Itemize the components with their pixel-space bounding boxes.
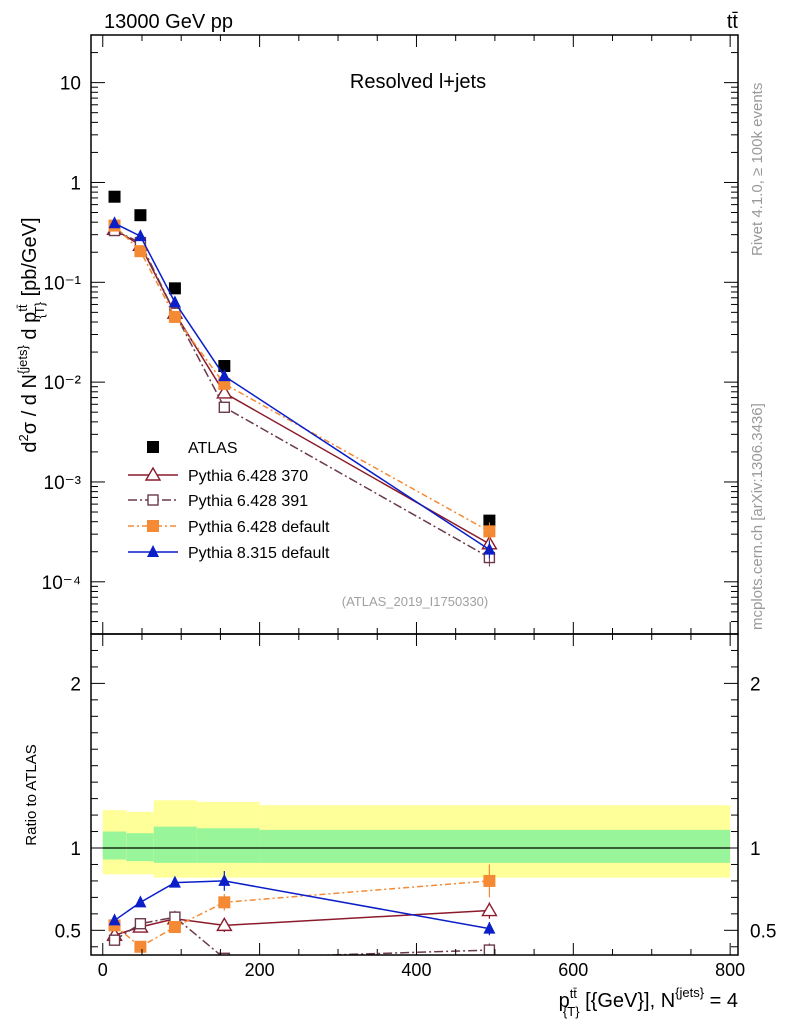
ratio-point-1 xyxy=(481,902,498,917)
uncertainty-band-inner xyxy=(102,831,127,860)
mcplots-label: mcplots.cern.ch [arXiv:1306.3436] xyxy=(749,403,766,630)
legend-marker-1 xyxy=(144,466,162,481)
process-label: tt̄ xyxy=(727,11,739,33)
legend-marker-4 xyxy=(147,545,159,557)
x-tick-label: 200 xyxy=(245,960,275,980)
series-point-4 xyxy=(168,295,181,308)
ratio-panel-frame xyxy=(90,633,739,956)
ratio-y-tick-label-right: 0.5 xyxy=(750,921,776,942)
analysis-id: (ATLAS_2019_I1750330) xyxy=(342,594,488,609)
series-point-4 xyxy=(134,229,147,242)
series-point-4 xyxy=(218,369,231,382)
legend-marker-3 xyxy=(147,520,159,532)
uncertainty-band-inner xyxy=(196,828,260,863)
x-axis-title: ptt̄ {T} [{GeV}], N{jets} = 4 xyxy=(559,985,738,1019)
rivet-label: Rivet 4.1.0, ≥ 100k events xyxy=(749,83,766,256)
uncertainty-band-inner xyxy=(153,826,197,863)
series-line-3 xyxy=(113,225,490,533)
y-tick-label: 10 xyxy=(60,74,81,95)
ratio-y-tick-label-right: 2 xyxy=(750,674,761,695)
series-point-0 xyxy=(108,190,121,203)
ratio-axis-title: Ratio to ATLAS xyxy=(23,744,40,845)
series-point-0 xyxy=(168,282,181,295)
series-point-0 xyxy=(483,514,496,527)
y-tick-label: 10⁻⁴ xyxy=(42,573,81,594)
uncertainty-band-inner xyxy=(126,833,154,862)
ratio-point-2 xyxy=(169,911,181,923)
ratio-point-4 xyxy=(134,895,147,908)
series-point-3 xyxy=(168,310,181,323)
ratio-y-tick-label-right: 1 xyxy=(750,839,761,860)
legend-label-1: Pythia 6.428 370 xyxy=(188,468,308,485)
ratio-point-3 xyxy=(483,874,496,887)
ratio-point-4 xyxy=(483,921,496,934)
legend-label-0: ATLAS xyxy=(188,440,238,457)
series-point-3 xyxy=(134,245,147,258)
ratio-point-2 xyxy=(108,934,121,946)
ratio-y-tick-label: 2 xyxy=(70,674,81,695)
legend-label-2: Pythia 6.428 391 xyxy=(188,493,308,510)
x-tick-label: 800 xyxy=(715,960,745,980)
x-tick-label: 600 xyxy=(558,960,588,980)
series-point-2 xyxy=(218,401,231,413)
series-point-0 xyxy=(218,360,231,373)
ratio-point-4 xyxy=(218,873,231,886)
ratio-point-3 xyxy=(134,940,147,953)
x-tick-label: 400 xyxy=(401,960,431,980)
ratio-point-2 xyxy=(134,918,147,930)
legend-label-3: Pythia 6.428 default xyxy=(188,519,330,536)
ratio-line-2 xyxy=(114,916,490,955)
y-tick-label: 10⁻² xyxy=(44,373,82,394)
y-tick-label: 10⁻¹ xyxy=(44,273,82,294)
legend-label-4: Pythia 8.315 default xyxy=(188,545,330,562)
ratio-point-4 xyxy=(108,913,121,926)
y-tick-label: 10⁻³ xyxy=(44,473,82,494)
series-point-1 xyxy=(216,384,233,399)
legend-marker-0 xyxy=(147,441,159,453)
ratio-point-2 xyxy=(483,944,496,955)
ratio-point-2 xyxy=(218,952,231,955)
ratio-y-tick-label: 0.5 xyxy=(55,921,81,942)
uncertainty-band-inner xyxy=(259,829,731,863)
x-tick-label: 0 xyxy=(98,960,108,980)
ratio-point-4 xyxy=(168,875,181,888)
series-point-0 xyxy=(134,209,147,222)
ratio-y-tick-label: 1 xyxy=(70,839,81,860)
y-axis-title: d2σ / d N{jets} d ptt̄ {T} [pb/GeV] xyxy=(15,217,47,452)
ratio-point-3 xyxy=(168,921,181,934)
y-tick-label: 1 xyxy=(70,173,81,194)
ratio-point-1 xyxy=(216,916,233,932)
legend-marker-2 xyxy=(147,494,159,506)
series-point-4 xyxy=(108,216,121,229)
plot-title: Resolved l+jets xyxy=(350,71,486,93)
ratio-point-3 xyxy=(218,896,231,909)
energy-label: 13000 GeV pp xyxy=(104,11,233,33)
